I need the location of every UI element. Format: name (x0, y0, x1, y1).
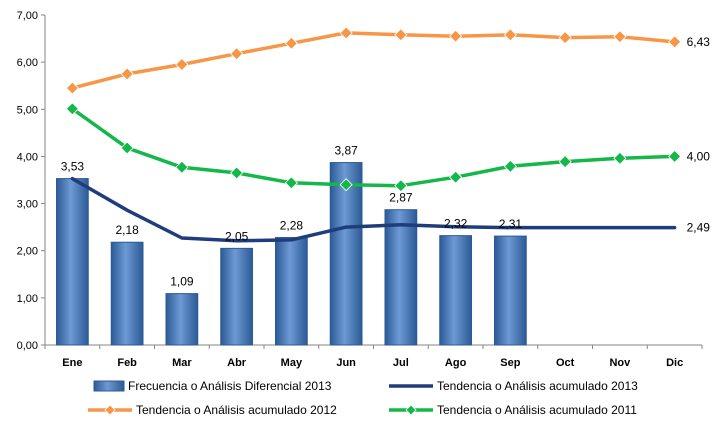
series-marker (65, 81, 79, 95)
series-marker (613, 30, 627, 44)
y-tick-label: 1,00 (17, 293, 38, 305)
series-marker (339, 178, 353, 192)
series-marker (284, 176, 298, 190)
x-tick-label: Abr (227, 357, 247, 369)
end-data-label: 6,43 (687, 35, 711, 49)
x-tick-label: Ene (62, 357, 82, 369)
bar (110, 241, 144, 346)
x-tick-label: Feb (117, 357, 137, 369)
series-marker (175, 57, 189, 72)
legend-entry-label: Tendencia o Análisis acumulado 2012 (136, 403, 337, 417)
series-marker (284, 36, 298, 50)
series-marker (613, 151, 627, 165)
series-line (70, 176, 677, 243)
x-tick-label: Nov (609, 357, 631, 369)
series-line (70, 107, 677, 188)
x-tick-label: May (281, 357, 303, 369)
bar (493, 235, 527, 346)
x-tick-label: Oct (556, 357, 575, 369)
y-tick-label: 3,00 (17, 199, 38, 211)
series-marker (503, 159, 517, 173)
line-series (65, 26, 682, 243)
series-marker (558, 155, 572, 169)
bar-data-label: 2,05 (225, 229, 249, 243)
bar (55, 178, 89, 346)
series-marker (175, 160, 189, 174)
series-marker (65, 102, 79, 116)
bar-data-label: 2,31 (499, 217, 523, 231)
data-labels: 2,49 6,43 4,00 3,53 2,18 1,09 2,05 2,28 3,87 2,87… (61, 35, 711, 289)
legend-swatch-marker (405, 404, 417, 416)
x-tick-label: Jul (393, 357, 409, 369)
bar-data-label: 2,28 (280, 219, 304, 233)
y-tick-label: 2,00 (17, 246, 38, 258)
y-axis: 0,00 1,00 2,00 3,00 4,00 5,00 6,00 7,00 (17, 10, 46, 352)
bar (439, 235, 473, 346)
legend-swatch-bar (93, 380, 125, 392)
legend-swatch-marker (104, 404, 116, 416)
y-tick-label: 5,00 (17, 104, 38, 116)
legend-entry-label: Tendencia o Análisis acumulado 2011 (437, 403, 637, 417)
x-tick-label: Ago (445, 357, 467, 369)
legend-entry-label: Frecuencia o Análisis Diferencial 2013 (128, 379, 332, 393)
bar-data-label: 3,53 (61, 160, 85, 174)
bar (329, 162, 363, 346)
legend: Frecuencia o Análisis Diferencial 2013 Te… (88, 379, 638, 417)
bar-data-label: 3,87 (334, 144, 358, 158)
x-tick-label: Mar (172, 357, 192, 369)
bar-data-label: 2,18 (115, 223, 139, 237)
x-tick-label: Sep (500, 357, 520, 369)
x-axis: Ene Feb Mar Abr May Jun Jul Ago Sep Oct Nov Dic (44, 344, 703, 369)
end-data-label: 4,00 (687, 149, 711, 163)
series-marker (394, 28, 408, 42)
end-data-label: 2,49 (687, 221, 711, 235)
series-marker (394, 179, 408, 193)
bar (165, 293, 199, 346)
series-marker (120, 67, 134, 81)
series-marker (449, 29, 463, 43)
bar-series (55, 162, 527, 346)
legend-entry-label: Tendencia o Análisis acumulado 2013 (437, 379, 638, 393)
bar (384, 209, 418, 346)
y-tick-label: 7,00 (17, 10, 38, 22)
series-marker (503, 28, 517, 42)
bar (274, 237, 308, 346)
series-marker (339, 26, 353, 40)
series-marker (449, 170, 463, 184)
x-tick-label: Jun (336, 357, 356, 369)
bar-data-label: 1,09 (170, 275, 194, 289)
series-line (70, 31, 677, 90)
series-marker (668, 35, 682, 49)
bar (220, 247, 254, 346)
series-marker (120, 141, 134, 155)
series-marker (230, 47, 244, 61)
series-marker (558, 31, 572, 45)
series-marker (668, 149, 682, 163)
bar-data-label: 2,87 (389, 191, 413, 205)
bar-data-label: 2,32 (444, 217, 468, 231)
y-tick-label: 0,00 (17, 340, 38, 352)
series-marker (230, 166, 244, 180)
y-tick-label: 4,00 (17, 151, 38, 163)
x-tick-label: Dic (666, 357, 683, 369)
y-tick-label: 6,00 (17, 57, 38, 69)
